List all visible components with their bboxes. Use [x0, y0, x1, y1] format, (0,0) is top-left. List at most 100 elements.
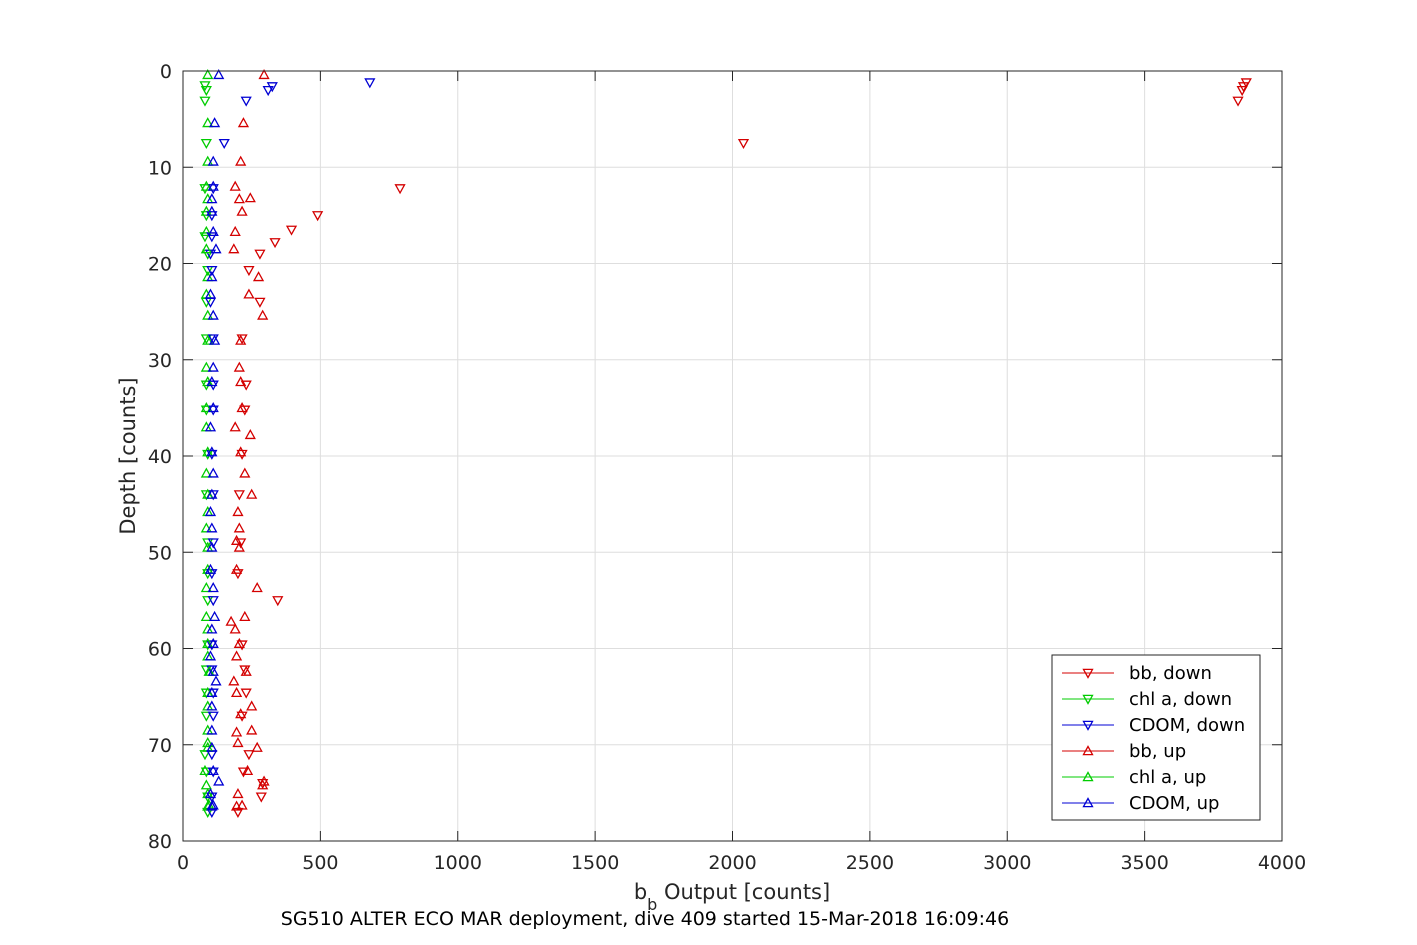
data-point [235, 155, 247, 166]
data-point [207, 538, 219, 549]
data-point [206, 541, 218, 552]
data-point [208, 334, 221, 345]
legend-entry-label: bb, up [1129, 741, 1186, 762]
y-tick-label: 60 [148, 639, 172, 661]
data-point [394, 184, 406, 195]
series-3 [225, 69, 270, 811]
data-point [258, 69, 270, 80]
data-point [254, 249, 266, 260]
data-point [239, 405, 251, 416]
legend-marker [1082, 694, 1094, 705]
data-point [243, 288, 255, 299]
data-point [208, 610, 221, 621]
data-point [206, 522, 218, 533]
data-point [235, 334, 247, 345]
data-point [235, 538, 247, 549]
legend-entry-label: chl a, down [1129, 689, 1232, 710]
data-point [207, 225, 219, 236]
data-point [206, 488, 218, 499]
y-tick-label: 10 [148, 157, 172, 179]
data-point [200, 361, 212, 372]
data-point [233, 490, 245, 501]
legend-box [1051, 654, 1261, 821]
legend-entry-label: bb, down [1129, 663, 1212, 684]
data-point [257, 309, 269, 320]
y-tick-label: 20 [148, 254, 172, 276]
data-point [213, 69, 225, 80]
data-point [200, 205, 212, 216]
data-point [239, 665, 251, 676]
data-point [1236, 86, 1248, 97]
y-axis-ticks: 0 10 20 30 40 50 60 70 80 [148, 61, 1282, 853]
data-point [204, 650, 217, 661]
series-5 [204, 69, 225, 811]
data-point [232, 569, 244, 580]
data-point [207, 467, 219, 478]
y-tick-label: 70 [148, 735, 172, 757]
data-point [244, 428, 256, 440]
data-point [204, 288, 217, 299]
x-tick-label: 500 [302, 852, 338, 874]
data-point [255, 792, 267, 803]
data-point [233, 361, 245, 372]
data-point [241, 764, 254, 775]
legend-marker [1082, 720, 1094, 731]
data-point [200, 180, 212, 191]
data-point [236, 205, 248, 216]
data-point [206, 193, 218, 204]
legend-marker [1082, 745, 1094, 756]
data-point [210, 675, 222, 686]
data-point [257, 779, 269, 790]
x-tick-label: 0 [177, 852, 189, 874]
data-markers [199, 69, 1252, 818]
y-tick-label: 40 [148, 446, 172, 468]
x-tick-label: 2500 [846, 852, 894, 874]
data-point [200, 582, 212, 593]
data-point [236, 799, 248, 810]
data-point [229, 225, 241, 236]
legend-marker [1082, 668, 1094, 679]
data-point [232, 736, 244, 748]
y-tick-label: 30 [148, 350, 172, 372]
data-point [207, 799, 219, 810]
data-point [258, 775, 270, 786]
data-point [202, 596, 214, 607]
y-tick-label: 50 [148, 542, 172, 564]
data-point [199, 764, 211, 775]
data-point [200, 402, 212, 413]
data-point [207, 309, 219, 320]
data-point [230, 800, 243, 811]
data-point [206, 569, 218, 580]
data-point [204, 249, 217, 260]
y-axis-label: Depth [counts] [116, 377, 140, 534]
y-tick-label: 80 [148, 831, 172, 853]
x-axis-label-rest: Output [counts] [657, 880, 830, 904]
data-point [207, 767, 219, 778]
data-point [199, 96, 211, 107]
x-tick-label: 1500 [571, 852, 619, 874]
data-point [206, 700, 218, 711]
data-point [202, 155, 214, 166]
data-point [228, 675, 240, 686]
data-point [218, 138, 230, 150]
data-point [262, 86, 274, 97]
data-point [200, 405, 212, 416]
data-point [200, 610, 212, 621]
data-point [312, 211, 324, 222]
data-point [202, 334, 214, 345]
data-point [239, 610, 251, 621]
data-point [1232, 96, 1244, 107]
data-point [200, 225, 212, 236]
data-point [246, 700, 258, 711]
data-point [254, 297, 266, 308]
data-point [230, 726, 243, 737]
data-point [207, 665, 219, 676]
data-point [232, 787, 244, 799]
data-point [206, 665, 218, 676]
data-point [200, 211, 212, 222]
data-point [200, 86, 212, 97]
data-point [206, 271, 218, 282]
data-point [233, 541, 245, 552]
x-axis-ticks: 0 500 1000 1500 2000 2500 3000 3500 4000 [177, 71, 1306, 874]
x-tick-label: 1000 [434, 852, 482, 874]
